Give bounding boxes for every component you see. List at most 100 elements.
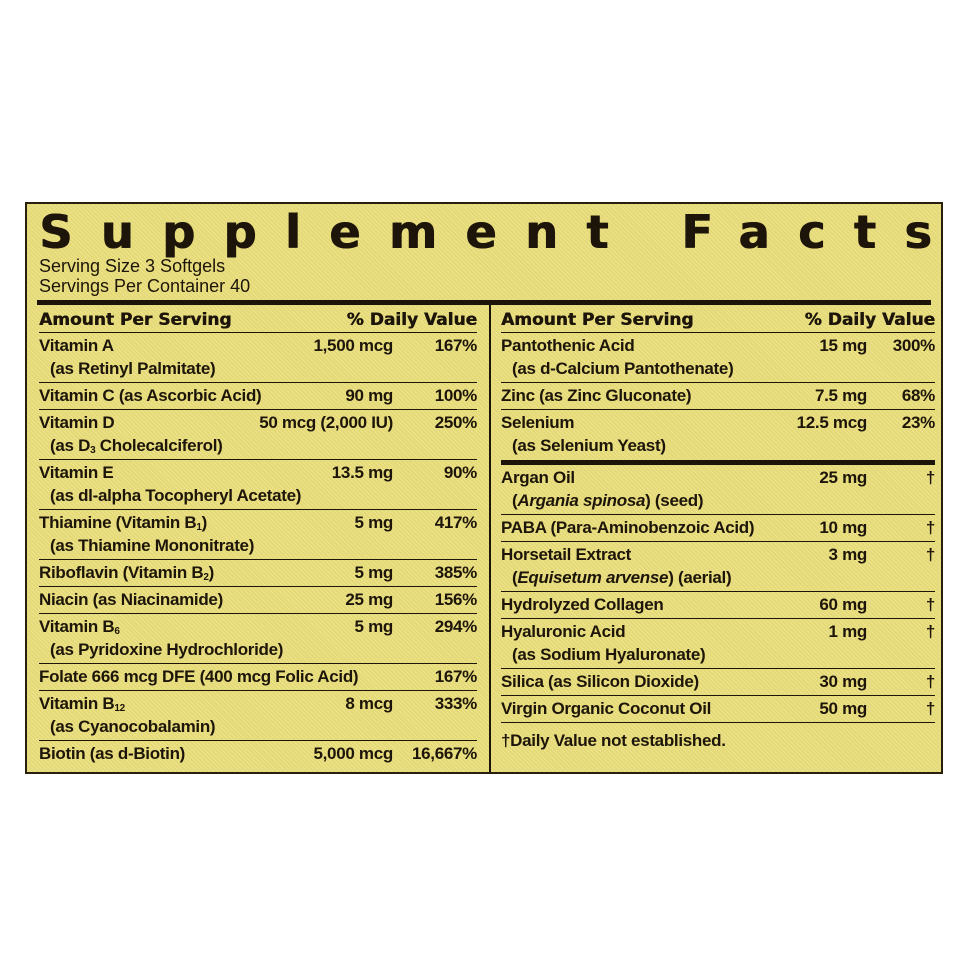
daily-value: 417%: [434, 513, 478, 532]
nutrient-line: Hyaluronic Acid 1 mg †: [501, 620, 935, 643]
header-daily-value: % Daily Value: [346, 310, 477, 330]
nutrient-name: Vitamin B12: [39, 692, 345, 715]
nutrient-line: Vitamin A 1,500 mcg 167%: [39, 334, 477, 357]
nutrient-name: Silica (as Silicon Dioxide): [501, 670, 819, 693]
nutrient-row: Biotin (as d-Biotin) 5,000 mcg 16,667%: [39, 741, 477, 767]
source-prefix: (: [512, 491, 518, 510]
nutrient-row: Vitamin A 1,500 mcg 167% (as Retinyl Palmit…: [39, 333, 477, 383]
nutrient-name: Vitamin B6: [39, 615, 355, 638]
nutrient-source: (as dl-alpha Tocopheryl Acetate): [39, 484, 477, 507]
nutrient-row: Vitamin D 50 mcg (2,000 IU) 250% (as D3 Cho…: [39, 410, 477, 460]
nutrient-source: (as d-Calcium Pantothenate): [501, 357, 935, 380]
source-suffix: Cholecalciferol): [95, 436, 223, 455]
amount: 5 mg: [354, 617, 394, 636]
thick-divider: [37, 300, 931, 305]
name-subscript: 12: [114, 703, 125, 714]
nutrient-line: Niacin (as Niacinamide) 25 mg 156%: [39, 588, 477, 611]
nutrient-name: Riboflavin (Vitamin B2): [39, 561, 355, 584]
name-suffix: ): [208, 563, 215, 582]
daily-value: 167%: [434, 667, 478, 686]
nutrient-name: Vitamin C (as Ascorbic Acid): [39, 384, 345, 407]
daily-value: 167%: [434, 336, 478, 355]
nutrient-source: (Argania spinosa) (seed): [501, 489, 935, 512]
right-column: Amount Per Serving % Daily Value Pantoth…: [501, 308, 935, 753]
nutrient-source: (Equisetum arvense) (aerial): [501, 566, 935, 589]
nutrient-name: Zinc (as Zinc Gluconate): [501, 384, 815, 407]
nutrient-line: Vitamin B12 8 mcg 333%: [39, 692, 477, 715]
name-subscript: 2: [203, 572, 209, 583]
nutrient-name: Horsetail Extract: [501, 543, 829, 566]
amount: 3 mg: [828, 545, 868, 564]
daily-value: 68%: [901, 386, 935, 405]
nutrient-source: (as Pyridoxine Hydrochloride): [39, 638, 477, 661]
column-header: Amount Per Serving % Daily Value: [39, 308, 477, 333]
nutrient-row: Selenium 12.5 mcg 23% (as Selenium Yeast): [501, 410, 935, 465]
nutrient-source: (as D3 Cholecalciferol): [39, 434, 477, 457]
nutrient-row: Virgin Organic Coconut Oil 50 mg †: [501, 696, 935, 723]
name-text: Biotin (as d-Biotin): [39, 744, 186, 763]
nutrient-line: Folate 666 mcg DFE (400 mcg Folic Acid) 1…: [39, 665, 477, 688]
nutrient-line: Thiamine (Vitamin B1) 5 mg 417%: [39, 511, 477, 534]
source-subscript: 3: [90, 445, 96, 456]
amount: 8 mcg: [345, 694, 393, 713]
source-prefix: (: [512, 568, 518, 587]
serving-size: Serving Size 3 Softgels: [39, 256, 226, 276]
name-text: Vitamin A: [39, 336, 114, 355]
nutrient-row: Vitamin B12 8 mcg 333% (as Cyanocobalamin): [39, 691, 477, 741]
daily-value: 156%: [434, 590, 478, 609]
nutrient-row: Silica (as Silicon Dioxide) 30 mg †: [501, 669, 935, 696]
name-text: Vitamin E: [39, 463, 114, 482]
nutrient-row: PABA (Para-Aminobenzoic Acid) 10 mg †: [501, 515, 935, 542]
footnote: †Daily Value not established.: [501, 731, 726, 750]
daily-value: 385%: [434, 563, 478, 582]
header-daily-value: % Daily Value: [804, 310, 935, 330]
nutrient-row: Pantothenic Acid 15 mg 300% (as d-Calcium P…: [501, 333, 935, 383]
column-divider: [489, 302, 491, 772]
source-text: (as dl-alpha Tocopheryl Acetate): [50, 486, 302, 505]
nutrient-row: Vitamin C (as Ascorbic Acid) 90 mg 100%: [39, 383, 477, 410]
daily-value: 300%: [892, 336, 936, 355]
nutrient-name: Vitamin A: [39, 334, 313, 357]
daily-value: †: [925, 672, 935, 691]
left-column: Amount Per Serving % Daily Value Vitamin…: [39, 308, 477, 767]
source-text: (as Selenium Yeast): [512, 436, 666, 455]
daily-value: †: [925, 622, 935, 641]
amount: 60 mg: [819, 595, 867, 614]
name-text: Hydrolyzed Collagen: [501, 595, 664, 614]
amount: 30 mg: [819, 672, 867, 691]
source-text: (as Retinyl Palmitate): [50, 359, 216, 378]
amount: 50 mg: [819, 699, 867, 718]
nutrient-name: Vitamin D: [39, 411, 259, 434]
daily-value: †: [925, 468, 935, 487]
nutrient-source: (as Thiamine Mononitrate): [39, 534, 477, 557]
nutrient-line: Vitamin E 13.5 mg 90%: [39, 461, 477, 484]
amount: 25 mg: [345, 590, 393, 609]
nutrient-name: Folate 666 mcg DFE (400 mcg Folic Acid): [39, 665, 393, 688]
name-text: Niacin (as Niacinamide): [39, 590, 223, 609]
name-text: Vitamin B: [39, 694, 115, 713]
nutrient-name: Thiamine (Vitamin B1): [39, 511, 355, 534]
daily-value: †: [925, 545, 935, 564]
servings-per-container: Servings Per Container 40: [39, 276, 251, 296]
nutrient-row: Vitamin B6 5 mg 294% (as Pyridoxine Hydroch…: [39, 614, 477, 664]
nutrient-line: Horsetail Extract 3 mg †: [501, 543, 935, 566]
nutrient-line: Vitamin D 50 mcg (2,000 IU) 250%: [39, 411, 477, 434]
nutrient-line: Biotin (as d-Biotin) 5,000 mcg 16,667%: [39, 742, 477, 765]
daily-value: 250%: [434, 413, 478, 432]
nutrient-name: Selenium: [501, 411, 797, 434]
nutrient-source: (as Retinyl Palmitate): [39, 357, 477, 380]
nutrient-row: Horsetail Extract 3 mg † (Equisetum arvense…: [501, 542, 935, 592]
nutrient-name: Virgin Organic Coconut Oil: [501, 697, 819, 720]
name-text: Silica (as Silicon Dioxide): [501, 672, 699, 691]
header-amount: Amount Per Serving: [39, 310, 232, 330]
daily-value: 90%: [443, 463, 477, 482]
nutrient-name: PABA (Para-Aminobenzoic Acid): [501, 516, 819, 539]
daily-value: †: [925, 518, 935, 537]
nutrient-row: Niacin (as Niacinamide) 25 mg 156%: [39, 587, 477, 614]
column-header: Amount Per Serving % Daily Value: [501, 308, 935, 333]
name-text: Horsetail Extract: [501, 545, 632, 564]
nutrient-row: Vitamin E 13.5 mg 90% (as dl-alpha Tocopher…: [39, 460, 477, 510]
nutrient-line: Vitamin C (as Ascorbic Acid) 90 mg 100%: [39, 384, 477, 407]
name-text: Selenium: [501, 413, 575, 432]
nutrient-line: Zinc (as Zinc Gluconate) 7.5 mg 68%: [501, 384, 935, 407]
